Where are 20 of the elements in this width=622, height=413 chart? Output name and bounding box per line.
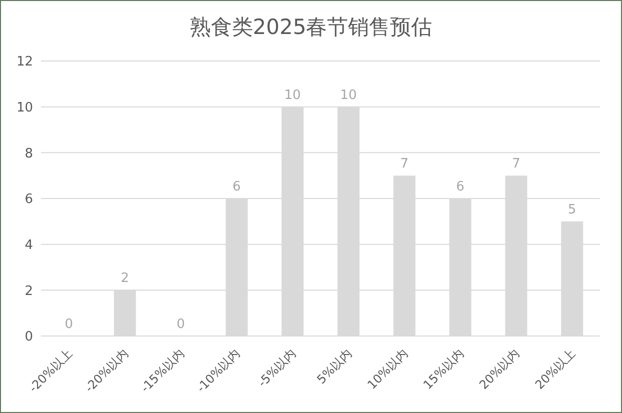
y-tick-label: 12 (16, 54, 33, 70)
data-label: 0 (176, 317, 185, 332)
y-tick-label: 8 (24, 146, 33, 162)
y-tick-label: 6 (24, 192, 33, 208)
x-tick-label: 5%以内 (314, 346, 355, 387)
x-tick-label: -5%以内 (255, 346, 299, 390)
data-label: 7 (512, 156, 520, 172)
data-label: 10 (284, 88, 301, 103)
data-label: 6 (232, 180, 241, 194)
data-label: 2 (120, 271, 129, 286)
y-tick-label: 0 (24, 330, 33, 345)
data-label: 7 (400, 156, 408, 172)
y-tick-label: 10 (16, 100, 33, 116)
y-tick-label: 2 (24, 284, 33, 299)
data-label: 5 (568, 202, 576, 218)
data-label: 10 (340, 88, 357, 103)
y-tick-label: 4 (24, 238, 33, 253)
data-label: 0 (64, 317, 74, 332)
chart-title: 熟食类2025春节销售预估 (188, 14, 434, 41)
data-label: 6 (456, 180, 464, 194)
